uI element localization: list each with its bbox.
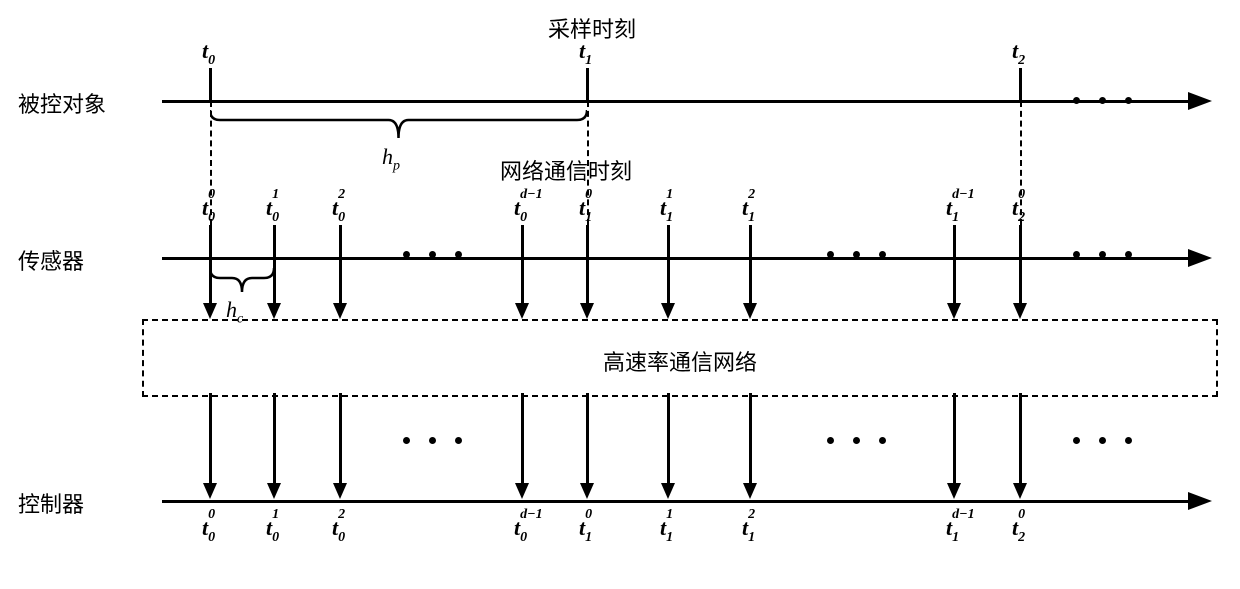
left-label-controller: 控制器 <box>18 487 84 519</box>
sensor-dots-0-1 <box>429 251 436 258</box>
sensor-dots-0-0 <box>403 251 410 258</box>
controller-tick-label-1: t10 <box>266 515 272 541</box>
sensor-tick-label-3: td−10 <box>514 195 520 221</box>
sensor-dots-1-0 <box>827 251 834 258</box>
plant-tick-0 <box>209 68 212 101</box>
ctrl-dots-2-2 <box>1125 437 1132 444</box>
sensor-tick-label-1: t10 <box>266 195 272 221</box>
sensor-axis <box>162 257 1190 260</box>
sensor-dots-2-0 <box>1073 251 1080 258</box>
plant-tick-label-0: t0 <box>202 38 208 64</box>
controller-tick-label-6: t21 <box>742 515 748 541</box>
sensor-tick-label-4: t01 <box>579 195 585 221</box>
ctrl-dots-1-2 <box>879 437 886 444</box>
sensor-tick-8 <box>1019 225 1022 258</box>
left-label-sensor: 传感器 <box>18 244 84 276</box>
sensor-tick-0 <box>209 225 212 258</box>
sensor-tick-label-2: t20 <box>332 195 338 221</box>
ctrl-dots-1-1 <box>853 437 860 444</box>
controller-axis <box>162 500 1190 503</box>
sensor-dots-2-2 <box>1125 251 1132 258</box>
plant-tick-label-2: t2 <box>1012 38 1018 64</box>
ctrl-dots-0-2 <box>455 437 462 444</box>
sensor-tick-label-5: t11 <box>660 195 666 221</box>
plant-axis-arrowhead <box>1188 92 1212 110</box>
left-label-plant: 被控对象 <box>18 87 106 119</box>
sensor-tick-3 <box>521 225 524 258</box>
brace-hc <box>210 266 274 294</box>
plant-tick-1 <box>586 68 589 101</box>
controller-tick-label-0: t00 <box>202 515 208 541</box>
plant-tick-label-1: t1 <box>579 38 585 64</box>
sensor-tick-6 <box>749 225 752 258</box>
plant-tick-2 <box>1019 68 1022 101</box>
title-sampling: 采样时刻 <box>548 12 636 44</box>
ctrl-dots-0-0 <box>403 437 410 444</box>
plant-axis <box>162 100 1190 103</box>
sensor-tick-label-6: t21 <box>742 195 748 221</box>
controller-tick-label-5: t11 <box>660 515 666 541</box>
controller-axis-arrowhead <box>1188 492 1212 510</box>
sensor-tick-7 <box>953 225 956 258</box>
plant-dash-1 <box>587 101 589 225</box>
network-box-label: 高速率通信网络 <box>144 345 1216 377</box>
sensor-tick-1 <box>273 225 276 258</box>
controller-tick-label-8: t02 <box>1012 515 1018 541</box>
ctrl-dots-2-0 <box>1073 437 1080 444</box>
plant-dash-0 <box>210 101 212 225</box>
controller-tick-label-7: td−11 <box>946 515 952 541</box>
controller-tick-label-3: td−10 <box>514 515 520 541</box>
controller-tick-label-2: t20 <box>332 515 338 541</box>
sensor-tick-label-0: t00 <box>202 195 208 221</box>
sensor-dots-1-1 <box>853 251 860 258</box>
diagram-canvas: 采样时刻网络通信时刻 被控对象传感器控制器 t0 t1 t2 hp t00 t00 t10 t10… <box>0 0 1240 589</box>
plant-dots-0 <box>1073 97 1080 104</box>
sensor-tick-label-8: t02 <box>1012 195 1018 221</box>
sensor-tick-5 <box>667 225 670 258</box>
ctrl-dots-0-1 <box>429 437 436 444</box>
sensor-tick-label-7: td−11 <box>946 195 952 221</box>
plant-dots-2 <box>1125 97 1132 104</box>
sensor-axis-arrowhead <box>1188 249 1212 267</box>
sensor-dots-0-2 <box>455 251 462 258</box>
title-network-comm: 网络通信时刻 <box>500 154 632 186</box>
sensor-dots-1-2 <box>879 251 886 258</box>
plant-dots-1 <box>1099 97 1106 104</box>
ctrl-dots-1-0 <box>827 437 834 444</box>
brace-hp <box>210 108 587 140</box>
sensor-dots-2-1 <box>1099 251 1106 258</box>
ctrl-dots-2-1 <box>1099 437 1106 444</box>
sensor-tick-2 <box>339 225 342 258</box>
network-box: 高速率通信网络 <box>142 319 1218 397</box>
plant-dash-2 <box>1020 101 1022 225</box>
sensor-tick-4 <box>586 225 589 258</box>
brace-hp-label: hp <box>382 144 400 174</box>
controller-tick-label-4: t01 <box>579 515 585 541</box>
